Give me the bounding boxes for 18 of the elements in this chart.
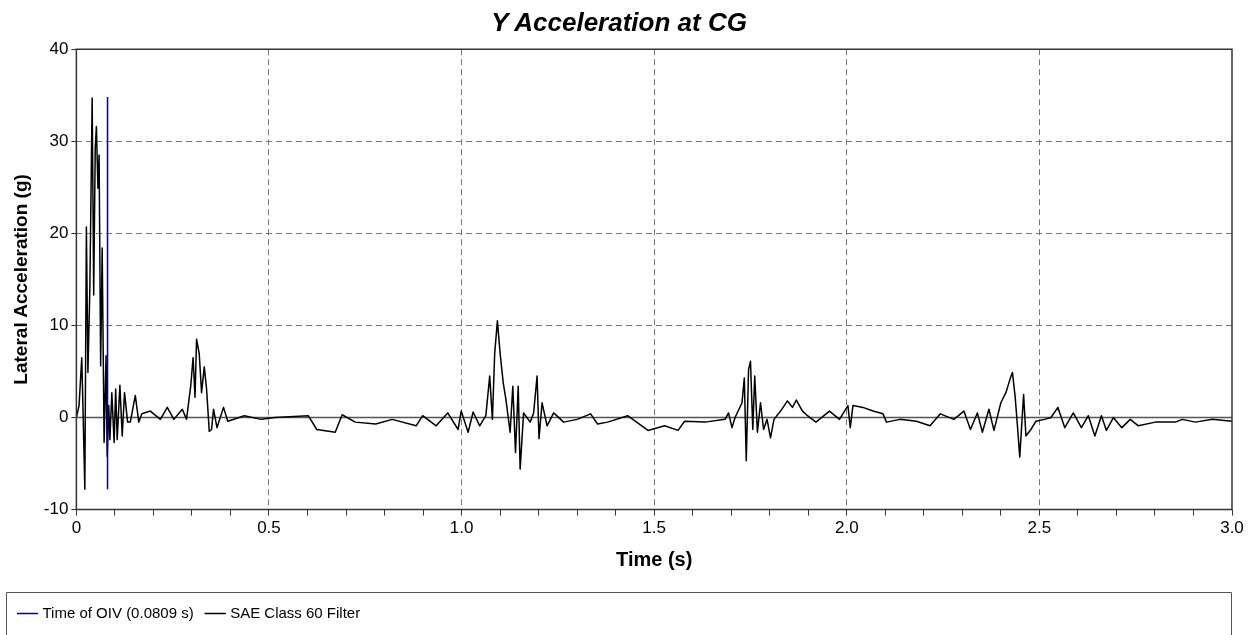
legend-label: SAE Class 60 Filter xyxy=(230,603,361,621)
chart-title: Y Acceleration at CG xyxy=(491,6,747,37)
x-tick-label: 0.5 xyxy=(257,518,281,538)
x-tick-label: 1.0 xyxy=(449,518,474,538)
y-tick-label: 40 xyxy=(49,38,69,58)
y-tick-label: -10 xyxy=(43,499,69,519)
x-tick-label: 2.0 xyxy=(834,518,859,538)
legend-label: Time of OIV (0.0809 s) xyxy=(42,603,194,621)
x-tick-label: 0 xyxy=(71,518,82,538)
x-axis-title: Time (s) xyxy=(616,547,693,570)
y-tick-label: 30 xyxy=(49,130,69,150)
y-tick-label: 10 xyxy=(49,315,69,335)
x-tick-label: 1.5 xyxy=(642,518,667,538)
x-tick-label: 2.5 xyxy=(1027,518,1052,538)
y-axis-title: Lateral Acceleration (g) xyxy=(9,174,31,385)
y-tick-label: 20 xyxy=(49,223,69,243)
y-tick-label: 0 xyxy=(58,407,69,427)
x-tick-label: 3.0 xyxy=(1220,518,1244,538)
